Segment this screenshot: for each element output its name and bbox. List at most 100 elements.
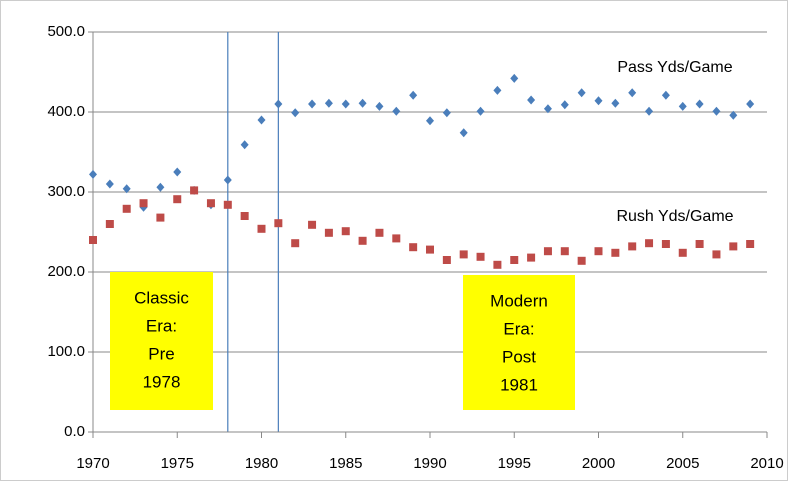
point [712,250,721,259]
point [442,108,451,118]
point [156,213,165,222]
series-label: Rush Yds/Game [616,208,733,225]
point [645,106,654,116]
point [206,199,215,208]
point [628,88,637,98]
series-label: Pass Yds/Game [617,59,732,76]
point [426,245,434,254]
point [324,98,333,108]
point [577,88,586,98]
y-tick-label: 200.0 [47,263,85,280]
point [729,242,738,251]
annotation-text: 1981 [500,375,538,394]
x-tick-label: 1975 [161,455,194,472]
point [729,110,738,120]
point [476,252,485,261]
x-tick-label: 1980 [245,455,278,472]
point [291,239,300,248]
annotation-text: Modern [490,291,548,310]
annotation-text: Pre [148,344,174,363]
point [190,186,199,195]
point [695,240,704,248]
point [240,140,249,150]
point [746,99,755,109]
point [661,90,670,100]
point [341,99,350,109]
x-tick-label: 2000 [582,455,615,472]
y-tick-label: 500.0 [47,23,85,40]
x-tick-label: 1985 [329,455,362,472]
point [156,182,165,192]
point [712,106,721,116]
point [611,98,620,108]
annotation-box [463,275,575,410]
point [105,179,114,189]
point [594,247,603,256]
point [678,101,687,111]
point [493,260,502,269]
point [308,99,317,109]
point [89,169,97,179]
annotation-box [110,272,213,410]
point [240,212,249,220]
point [628,242,637,251]
point [308,220,317,229]
point [375,101,384,111]
point [543,247,552,256]
annotation-text: Era: [146,316,177,335]
point [560,100,569,110]
y-tick-label: 400.0 [47,103,85,120]
point [392,106,401,116]
point [476,106,485,116]
point [543,104,552,114]
point [527,253,536,262]
point [105,220,114,228]
annotation-text: 1978 [143,372,181,391]
point [527,95,536,105]
point [409,243,418,252]
point [746,240,755,248]
point [257,224,266,233]
point [173,195,182,204]
point [89,236,97,244]
point [560,247,569,256]
point [257,115,266,125]
x-tick-label: 1995 [498,455,531,472]
annotation-text: Classic [134,288,189,307]
point [577,256,586,265]
x-tick-label: 2005 [666,455,699,472]
point [291,108,300,118]
point [223,175,232,185]
point [358,236,367,245]
point [274,99,283,109]
point [274,219,283,228]
point [409,90,418,100]
y-tick-label: 300.0 [47,183,85,200]
point [122,184,131,194]
annotation-text: Post [502,347,536,366]
point [173,167,182,177]
point [459,250,468,259]
point [442,256,451,264]
x-tick-label: 1990 [413,455,446,472]
point [493,85,502,95]
annotation-text: Era: [503,319,534,338]
point [510,256,519,264]
point [341,227,350,236]
point [510,73,519,83]
point [122,204,131,213]
x-tick-label: 2010 [750,455,783,472]
point [645,239,654,248]
point [695,99,704,109]
y-tick-label: 100.0 [47,343,85,360]
point [139,199,148,208]
point [358,98,367,108]
y-tick-label: 0.0 [64,423,85,440]
x-tick-label: 1970 [76,455,109,472]
point [375,228,384,237]
point [459,128,468,138]
point [223,200,232,209]
point [426,116,434,126]
